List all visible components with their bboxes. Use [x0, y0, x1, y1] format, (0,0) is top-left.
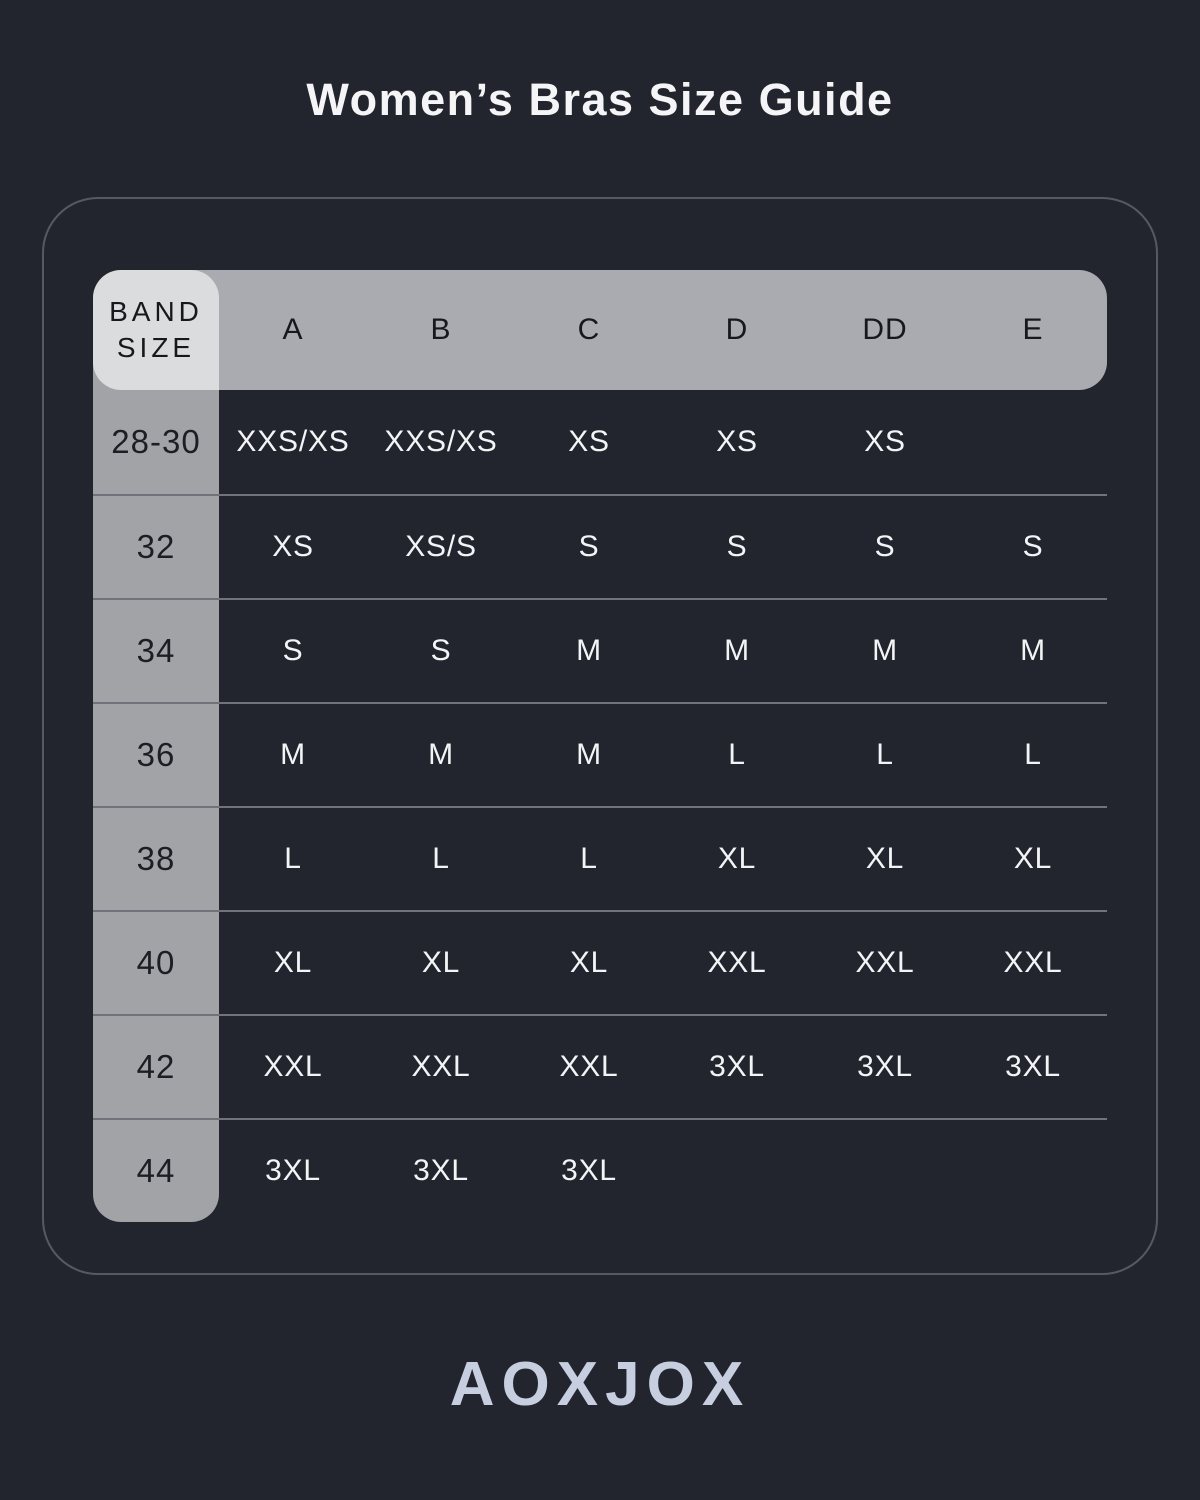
band-size-cell: 36	[93, 702, 219, 806]
size-cell: XS	[716, 425, 758, 458]
size-cell: XL	[219, 910, 367, 1014]
size-cell: M	[959, 598, 1107, 702]
size-cell: L	[811, 702, 959, 806]
band-size-column-background	[93, 270, 219, 1222]
size-cell	[959, 1118, 1107, 1222]
size-cell: XXL	[219, 1014, 367, 1118]
cup-column-header-a: A	[282, 313, 304, 346]
band-size-cell: 44	[93, 1118, 219, 1222]
band-size-cell: 28-30	[111, 423, 201, 460]
size-cell: S	[959, 494, 1107, 598]
size-cell: XXS/XS	[384, 425, 498, 458]
corner-header-line1: BAND	[109, 296, 203, 328]
corner-header-line2: SIZE	[116, 332, 196, 363]
size-cell: 3XL	[219, 1118, 367, 1222]
size-cell: M	[515, 598, 663, 702]
cup-column-header-c: C	[577, 313, 601, 346]
size-cell: L	[663, 702, 811, 806]
size-cell: 3XL	[515, 1118, 663, 1222]
size-cell: L	[219, 806, 367, 910]
size-cell: XS	[864, 425, 906, 458]
size-cell: XS/S	[367, 494, 515, 598]
size-cell: S	[663, 494, 811, 598]
size-cell: XXS/XS	[236, 425, 350, 458]
size-cell: 3XL	[663, 1014, 811, 1118]
size-cell: XL	[515, 910, 663, 1014]
size-cell: M	[219, 702, 367, 806]
size-cell: L	[959, 702, 1107, 806]
corner-header-band-size: BAND SIZE	[93, 270, 219, 390]
cup-column-header-b: B	[430, 313, 452, 346]
header-row-background	[93, 270, 1107, 390]
size-cell: XXL	[515, 1014, 663, 1118]
size-cell: XL	[367, 910, 515, 1014]
size-cell: XS	[568, 425, 610, 458]
band-size-cell: 38	[93, 806, 219, 910]
size-guide-table: BAND SIZE A B C D DD E 28-30 XXS/XS XXS/…	[93, 270, 1107, 1222]
size-cell: M	[663, 598, 811, 702]
size-cell: M	[515, 702, 663, 806]
size-cell: L	[367, 806, 515, 910]
size-cell: XXL	[811, 910, 959, 1014]
size-guide-card: BAND SIZE A B C D DD E 28-30 XXS/XS XXS/…	[42, 197, 1158, 1275]
size-cell: 3XL	[367, 1118, 515, 1222]
size-cell: S	[367, 598, 515, 702]
band-size-cell: 32	[93, 494, 219, 598]
size-cell: M	[367, 702, 515, 806]
size-cell	[811, 1118, 959, 1222]
band-size-cell: 42	[93, 1014, 219, 1118]
size-cell: XXL	[959, 910, 1107, 1014]
size-cell	[663, 1118, 811, 1222]
size-cell: S	[515, 494, 663, 598]
cup-column-header-dd: DD	[862, 313, 908, 346]
band-size-cell: 34	[93, 598, 219, 702]
size-cell: S	[219, 598, 367, 702]
cup-column-header-e: E	[1022, 313, 1044, 346]
size-cell: XL	[959, 806, 1107, 910]
band-size-cell: 40	[93, 910, 219, 1014]
page-title: Women’s Bras Size Guide	[306, 74, 894, 125]
size-cell: 3XL	[959, 1014, 1107, 1118]
size-cell	[959, 390, 1107, 494]
size-cell: XXL	[663, 910, 811, 1014]
size-cell: XS	[219, 494, 367, 598]
size-cell: M	[811, 598, 959, 702]
size-cell: L	[515, 806, 663, 910]
cup-column-header-d: D	[725, 313, 749, 346]
size-cell: S	[811, 494, 959, 598]
size-cell: XXL	[367, 1014, 515, 1118]
size-cell: XL	[663, 806, 811, 910]
size-cell: XL	[811, 806, 959, 910]
brand-logo: AOXJOX	[449, 1350, 751, 1419]
size-cell: 3XL	[811, 1014, 959, 1118]
